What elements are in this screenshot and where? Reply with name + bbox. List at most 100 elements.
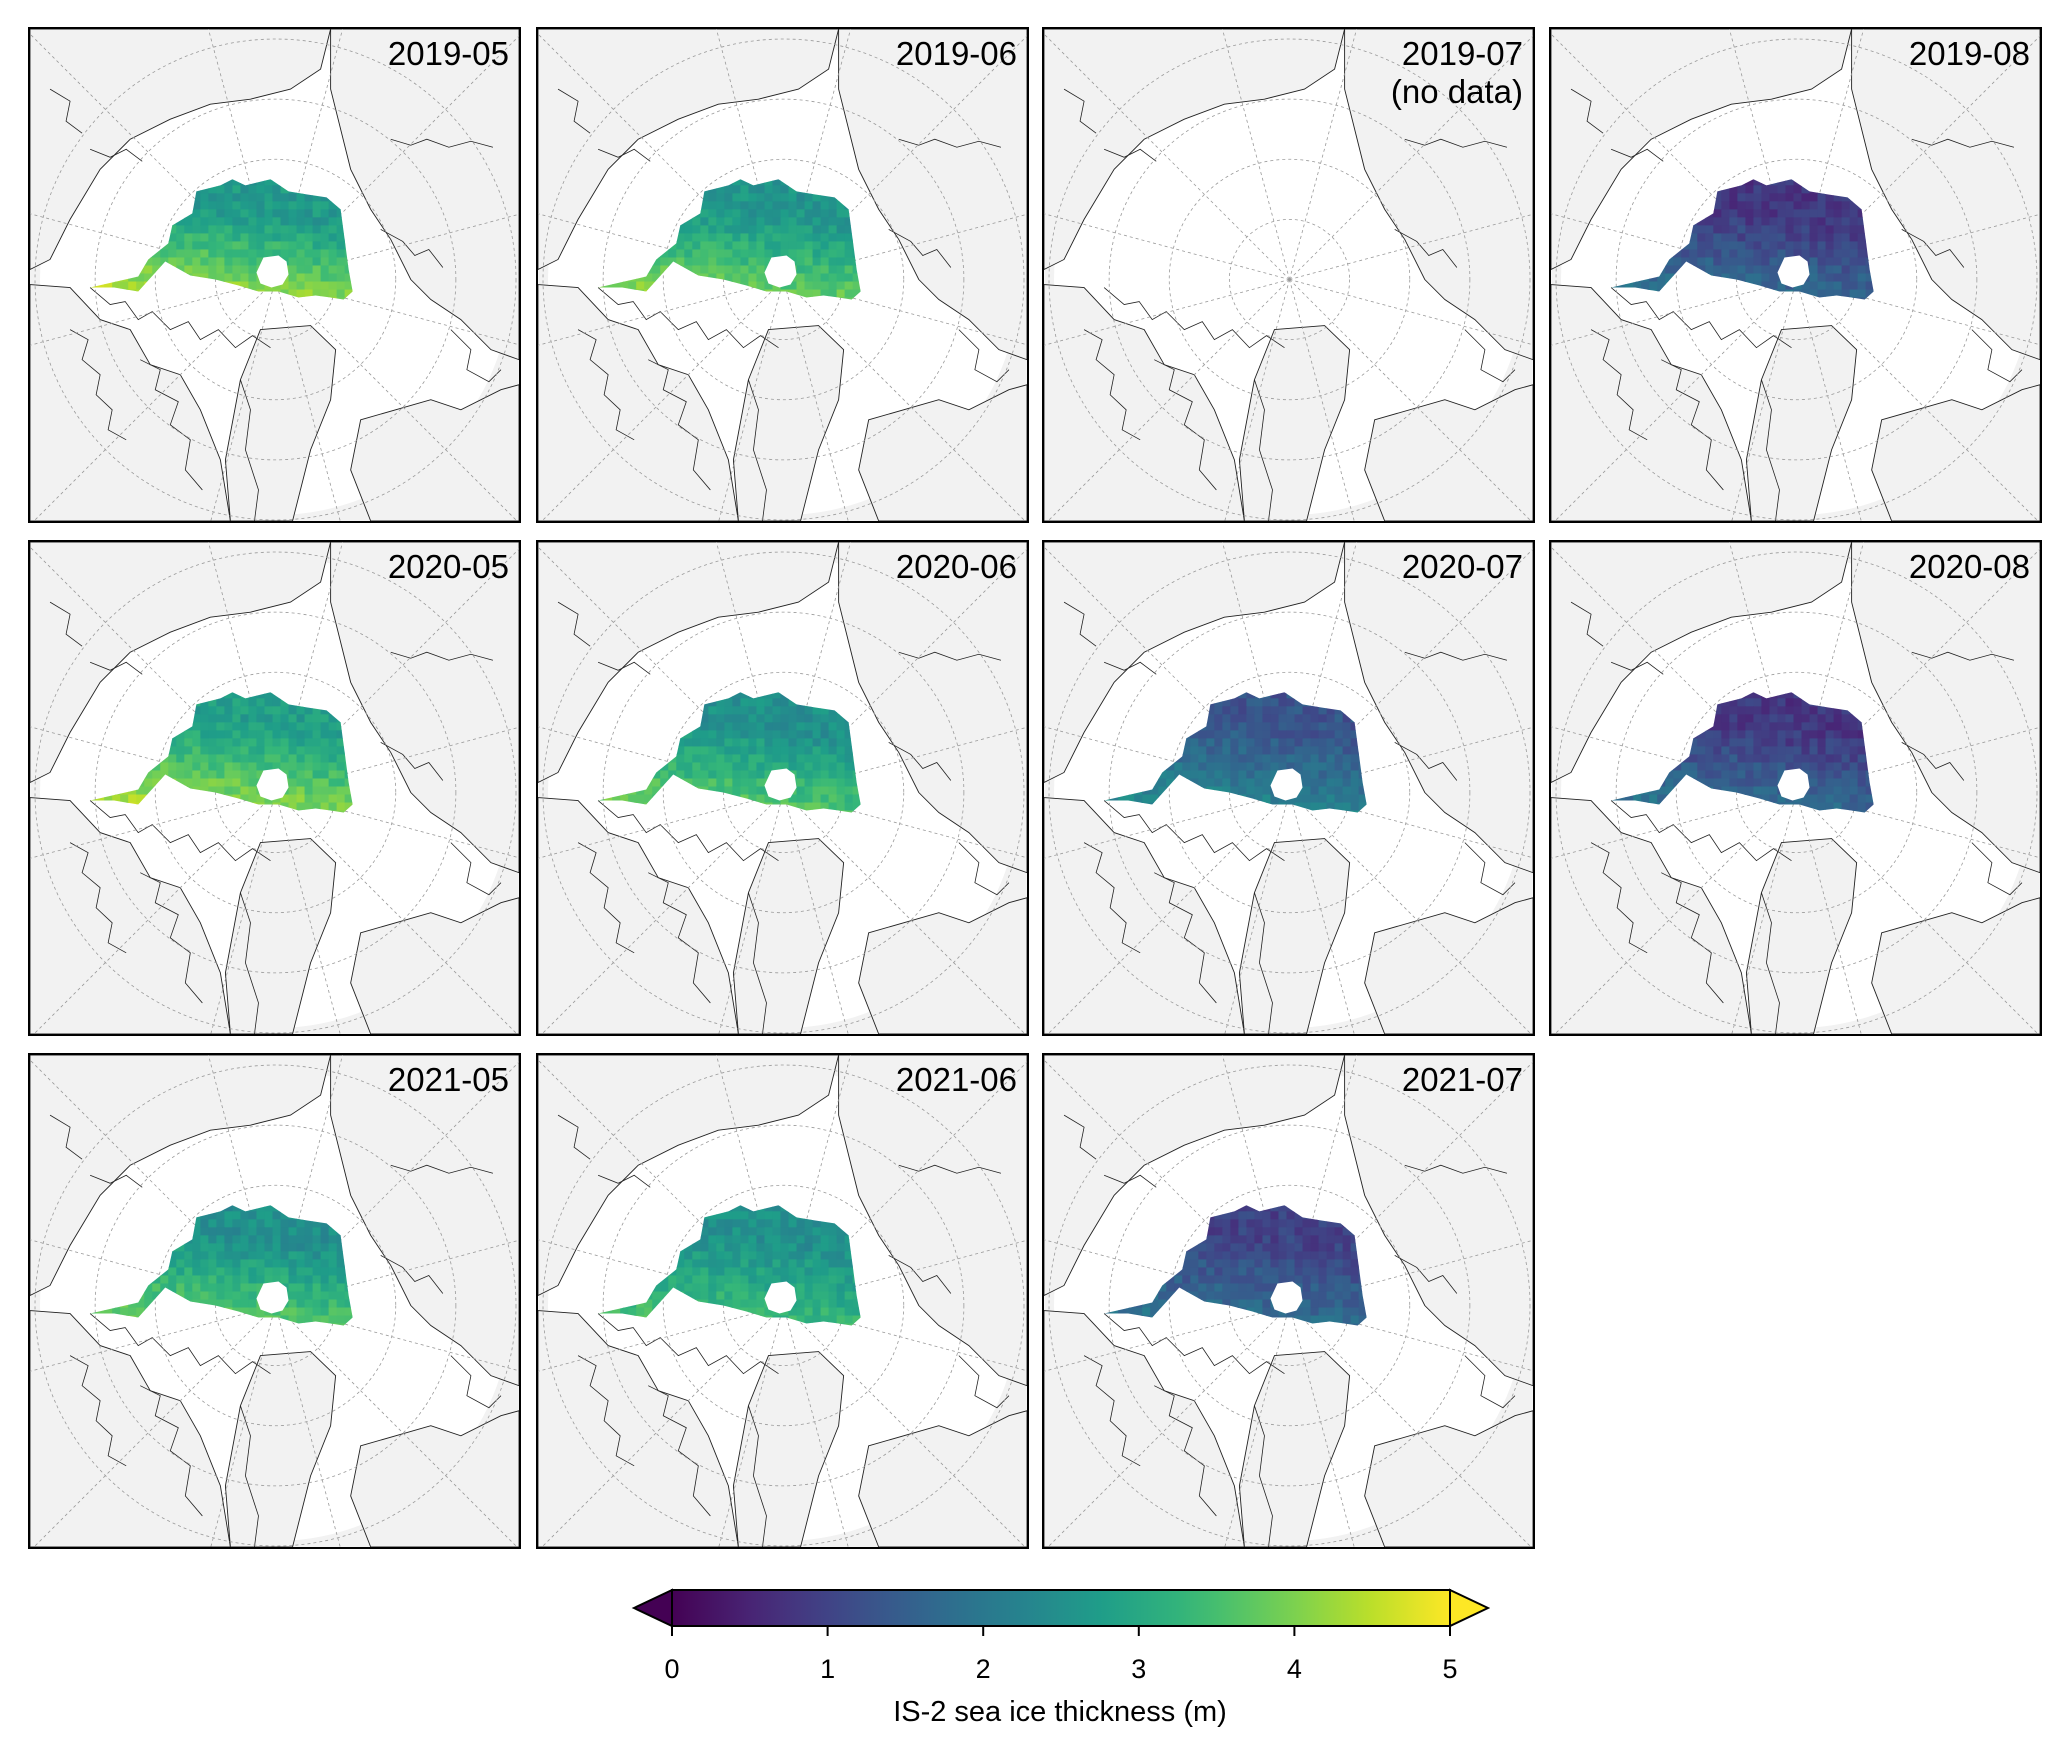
ice-cell bbox=[1753, 746, 1762, 755]
map-panel-2019-07: 2019-07 (no data) bbox=[1042, 27, 1535, 523]
ice-cell bbox=[1833, 265, 1843, 274]
ice-cell bbox=[660, 762, 669, 771]
ice-cell bbox=[804, 273, 814, 283]
ice-cell bbox=[1270, 770, 1279, 779]
ice-cell bbox=[1254, 738, 1263, 747]
ice-cell bbox=[1358, 778, 1367, 787]
ice-cell bbox=[1801, 714, 1811, 723]
ice-cell bbox=[1729, 762, 1738, 771]
ice-cell bbox=[1857, 802, 1867, 812]
ice-cell bbox=[748, 217, 757, 226]
ice-cell bbox=[232, 249, 241, 258]
ice-cell bbox=[700, 193, 709, 202]
ice-cell bbox=[1721, 249, 1730, 258]
ice-cell bbox=[1310, 746, 1320, 755]
ice-cell bbox=[1833, 225, 1843, 234]
ice-cell bbox=[312, 273, 322, 283]
coastline-1 bbox=[69, 842, 127, 954]
ice-cell bbox=[1825, 217, 1835, 226]
coastline-4 bbox=[450, 842, 502, 896]
ice-cell bbox=[1777, 257, 1786, 266]
ice-cell bbox=[844, 217, 854, 226]
ice-cell bbox=[1350, 810, 1360, 813]
ice-cell bbox=[312, 786, 322, 796]
ice-cell bbox=[1302, 786, 1312, 796]
ice-cell bbox=[1310, 762, 1320, 771]
ice-cell bbox=[1230, 722, 1239, 731]
ice-cell bbox=[312, 193, 322, 202]
ice-cell bbox=[336, 217, 346, 226]
ice-cell bbox=[1729, 233, 1738, 242]
ice-cell bbox=[724, 770, 733, 779]
ice-cell bbox=[1849, 201, 1859, 210]
ice-cell bbox=[780, 209, 790, 218]
ice-cell bbox=[1262, 746, 1271, 755]
ice-cell bbox=[336, 241, 346, 250]
ice-cell bbox=[1238, 762, 1247, 771]
ice-cell bbox=[700, 714, 709, 723]
ice-cell bbox=[660, 770, 669, 779]
ice-cell bbox=[1833, 281, 1843, 291]
ice-cell bbox=[288, 738, 298, 747]
ice-cell bbox=[836, 730, 846, 739]
ice-cell bbox=[772, 714, 781, 723]
ice-cell bbox=[716, 738, 725, 747]
ice-cell bbox=[1761, 201, 1770, 210]
ice-cell bbox=[1841, 706, 1851, 715]
ice-cell bbox=[820, 265, 830, 274]
ice-cell bbox=[796, 706, 806, 715]
ice-cell bbox=[208, 241, 217, 250]
ice-cell bbox=[772, 193, 781, 202]
ice-cell bbox=[1801, 762, 1811, 771]
ice-cell bbox=[224, 257, 233, 266]
ice-cell bbox=[248, 794, 257, 804]
ice-cell bbox=[272, 1211, 282, 1220]
ice-cell bbox=[1657, 281, 1666, 291]
ice-cell bbox=[184, 730, 193, 739]
ice-cell bbox=[1729, 778, 1738, 787]
ice-cell bbox=[1785, 730, 1794, 739]
ice-cell bbox=[1753, 225, 1762, 234]
ice-cell bbox=[304, 201, 314, 210]
ice-cell bbox=[248, 762, 257, 771]
ice-cell bbox=[1118, 794, 1127, 804]
arctic-map bbox=[30, 542, 519, 1034]
latitude-circle-2 bbox=[1615, 611, 1978, 974]
ice-cell bbox=[1334, 722, 1344, 731]
ice-cell bbox=[1318, 786, 1328, 796]
ice-cell bbox=[288, 249, 298, 258]
ice-cell bbox=[272, 706, 282, 715]
ice-cell bbox=[1833, 754, 1843, 763]
ice-cell bbox=[1777, 193, 1786, 202]
ice-cell bbox=[232, 225, 241, 234]
ice-cell bbox=[184, 770, 193, 779]
ice-cell bbox=[852, 273, 861, 283]
ice-cell bbox=[836, 257, 846, 266]
ice-cell bbox=[1713, 233, 1722, 242]
ice-cell bbox=[1198, 778, 1207, 787]
ice-cell bbox=[1841, 289, 1851, 299]
meridian-line-5 bbox=[538, 792, 784, 859]
ice-cell bbox=[1721, 698, 1730, 707]
ice-cell bbox=[216, 257, 225, 266]
ice-cell bbox=[1705, 257, 1714, 266]
ice-cell bbox=[320, 273, 330, 283]
ice-cell bbox=[1761, 706, 1770, 715]
ice-cell bbox=[1238, 698, 1247, 707]
ice-cell bbox=[1286, 762, 1296, 771]
ice-cell bbox=[200, 1235, 209, 1244]
ice-cell bbox=[1302, 794, 1312, 804]
ice-cell bbox=[1166, 770, 1175, 779]
ice-cell bbox=[676, 738, 685, 747]
meridian-line-2 bbox=[1796, 279, 1862, 521]
ice-cell bbox=[1697, 257, 1706, 266]
ice-cell bbox=[780, 225, 790, 234]
ice-cell bbox=[812, 794, 822, 804]
ice-cell bbox=[804, 257, 814, 266]
ice-cell bbox=[1793, 201, 1803, 210]
ice-cell bbox=[312, 1243, 322, 1252]
ice-cell bbox=[1841, 217, 1851, 226]
ice-cell bbox=[1262, 770, 1271, 779]
ice-cell bbox=[660, 249, 669, 258]
ice-cell bbox=[232, 746, 241, 755]
